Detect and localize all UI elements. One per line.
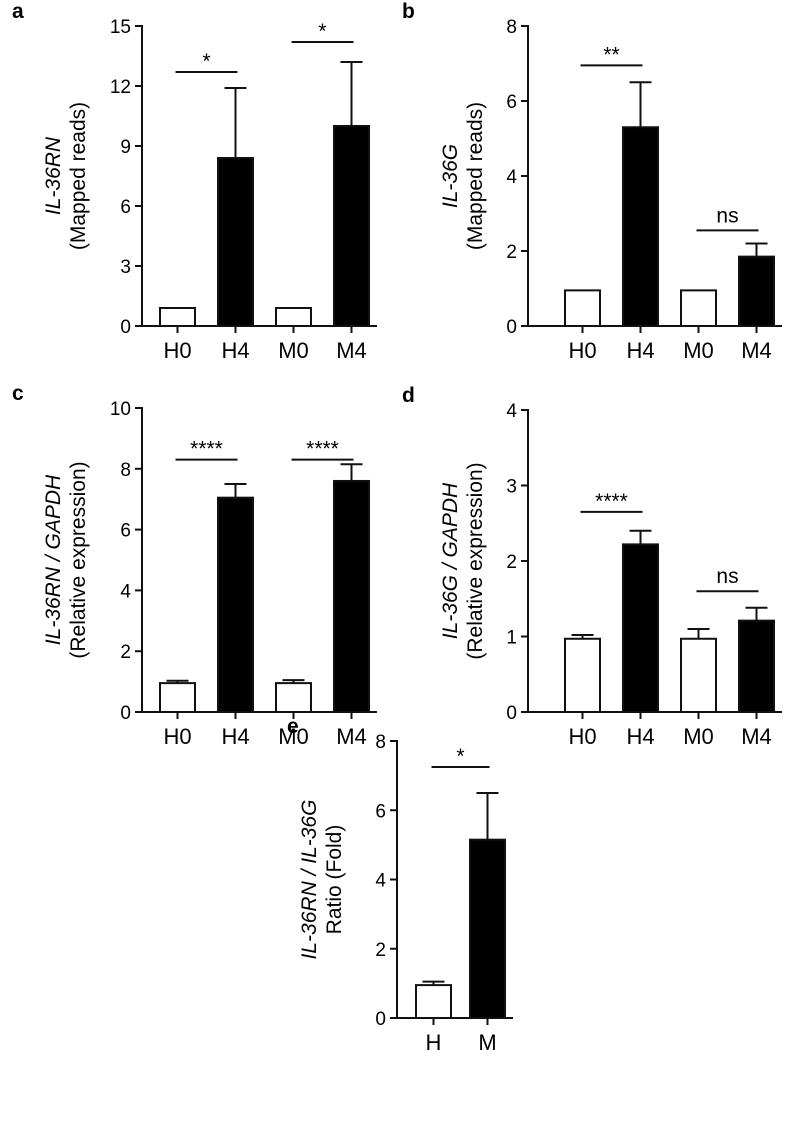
bar-M4: [333, 125, 370, 327]
significance-label: ns: [716, 204, 738, 227]
x-category-label: M4: [741, 338, 772, 363]
x-category-label: H4: [626, 338, 654, 363]
x-category-label: H: [426, 1030, 442, 1055]
significance-label: ****: [306, 438, 339, 461]
panel-letter: e: [287, 715, 299, 738]
y-tick-label: 4: [506, 167, 517, 188]
y-tick-label: 0: [506, 703, 517, 724]
y-axis-label-gene: IL-36G: [439, 144, 462, 208]
x-category-label: H0: [568, 724, 596, 749]
x-category-label: M0: [683, 724, 714, 749]
significance-label: ns: [716, 565, 738, 588]
bar-M4: [333, 479, 370, 713]
panel-letter: c: [12, 382, 24, 405]
y-tick-label: 6: [506, 92, 517, 113]
significance-label: *: [202, 50, 210, 73]
y-tick-label: 9: [120, 137, 131, 158]
significance-label: ****: [190, 438, 223, 461]
bar-H4: [622, 126, 659, 327]
x-category-label: H0: [163, 724, 191, 749]
y-tick-label: 4: [120, 581, 131, 602]
x-category-label: M0: [278, 338, 309, 363]
y-tick-label: 12: [110, 77, 131, 98]
y-axis-label-unit: (Relative expression): [67, 461, 90, 658]
x-category-label: M4: [336, 724, 367, 749]
y-axis-label-gene: IL-36RN / IL-36G: [298, 800, 321, 960]
y-tick-label: 2: [506, 552, 517, 573]
bar-M4: [738, 619, 775, 714]
x-category-label: M: [478, 1030, 496, 1055]
y-tick-label: 0: [120, 703, 131, 724]
y-axis-label: IL-36G / GAPDH(Relative expression): [439, 462, 487, 659]
bar-H0: [159, 307, 196, 327]
y-axis-label-gene: IL-36RN: [42, 136, 65, 215]
chart-panel-c: c 0 2 4 6 8 10 H0 H4 M0 M4 **** **** IL-36RN / GAPDH(…: [12, 382, 377, 749]
y-tick-label: 6: [120, 197, 131, 218]
y-tick-label: 2: [375, 940, 386, 961]
y-axis-label-unit: (Mapped reads): [464, 102, 487, 250]
y-tick-label: 3: [120, 257, 131, 278]
y-tick-label: 8: [506, 17, 517, 38]
y-tick-label: 1: [506, 628, 517, 649]
y-tick-label: 2: [506, 242, 517, 263]
y-tick-label: 0: [375, 1009, 386, 1030]
bar-H0: [159, 682, 196, 713]
y-axis-label-gene: IL-36RN / GAPDH: [42, 474, 65, 645]
y-tick-label: 0: [120, 317, 131, 338]
bar-H4: [217, 157, 254, 327]
bar-H0: [564, 637, 601, 714]
y-axis-label: IL-36G(Mapped reads): [439, 102, 487, 250]
bar-H0: [564, 289, 601, 327]
bar-M0: [680, 637, 717, 714]
y-tick-label: 4: [375, 871, 386, 892]
x-category-label: H0: [163, 338, 191, 363]
chart-panel-d: d 0 1 2 3 4 H0 H4 M0 M4 **** ns IL-36G / GAPDH(Relat…: [402, 384, 782, 749]
chart-panel-a: a 0 3 6 9 12 15 H0 H4 M0 M4 * * IL-36RN(Mapped reads): [12, 0, 377, 363]
y-tick-label: 10: [110, 399, 131, 420]
chart-panel-e: e 0 2 4 6 8 H M * IL-36RN / IL-36GRatio (Fold): [287, 715, 513, 1055]
y-axis-label: IL-36RN(Mapped reads): [42, 102, 90, 250]
x-category-label: H0: [568, 338, 596, 363]
significance-label: *: [318, 20, 326, 43]
bar-H4: [622, 543, 659, 714]
x-category-label: M4: [741, 724, 772, 749]
y-axis-label: IL-36RN / GAPDH(Relative expression): [42, 461, 90, 658]
bar-M4: [738, 255, 775, 327]
x-category-label: H4: [221, 724, 249, 749]
x-category-label: M4: [336, 338, 367, 363]
y-tick-label: 15: [110, 17, 131, 38]
panel-letter: d: [402, 384, 415, 407]
y-tick-label: 4: [506, 401, 517, 422]
x-category-label: H4: [626, 724, 654, 749]
significance-label: *: [456, 745, 464, 768]
y-tick-label: 6: [375, 801, 386, 822]
bar-M: [469, 838, 506, 1020]
x-category-label: H4: [221, 338, 249, 363]
panel-letter: a: [12, 0, 24, 23]
bar-H4: [217, 496, 254, 713]
bar-M0: [680, 289, 717, 327]
panel-letter: b: [402, 0, 415, 23]
significance-label: **: [603, 43, 619, 66]
y-tick-label: 3: [506, 477, 517, 498]
y-tick-label: 8: [120, 460, 131, 481]
chart-panel-b: b 0 2 4 6 8 H0 H4 M0 M4 ** ns IL-36G(Mapped reads): [402, 0, 782, 363]
y-axis-label: IL-36RN / IL-36GRatio (Fold): [298, 800, 346, 960]
y-axis-label-unit: (Relative expression): [464, 462, 487, 659]
y-tick-label: 6: [120, 521, 131, 542]
y-tick-label: 2: [120, 642, 131, 663]
x-category-label: M0: [683, 338, 714, 363]
y-tick-label: 0: [506, 317, 517, 338]
y-axis-label-unit: (Mapped reads): [67, 102, 90, 250]
y-axis-label-unit: Ratio (Fold): [323, 825, 346, 935]
y-axis-label-gene: IL-36G / GAPDH: [439, 482, 462, 639]
x-category-label: M0: [278, 724, 309, 749]
bar-M0: [275, 307, 312, 327]
bar-H: [415, 984, 452, 1020]
bar-M0: [275, 682, 312, 713]
significance-label: ****: [595, 490, 628, 513]
y-tick-label: 8: [375, 732, 386, 753]
